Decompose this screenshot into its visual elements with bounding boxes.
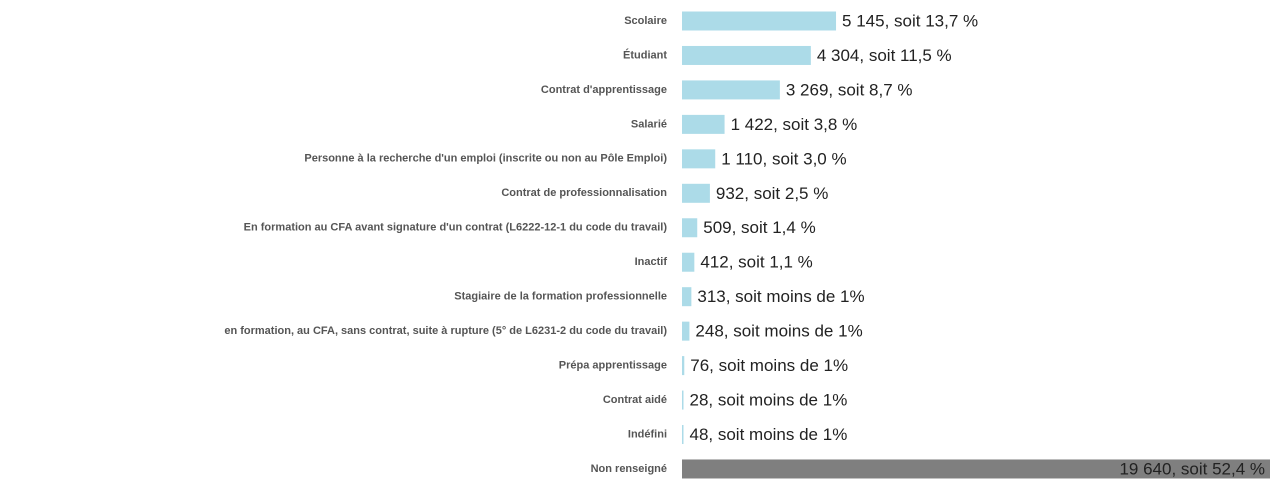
- value-label: 1 110, soit 3,0 %: [721, 149, 846, 168]
- value-label: 19 640, soit 52,4 %: [1119, 459, 1265, 478]
- value-label: 412, soit 1,1 %: [700, 253, 812, 272]
- category-label: En formation au CFA avant signature d'un…: [244, 222, 668, 234]
- category-label: Prépa apprentissage: [559, 360, 667, 372]
- bar: [682, 356, 685, 376]
- bar: [682, 390, 684, 410]
- category-label: Scolaire: [624, 15, 667, 27]
- category-label: Étudiant: [623, 48, 667, 61]
- value-label: 3 269, soit 8,7 %: [786, 80, 913, 99]
- bar: [682, 287, 692, 307]
- category-label: Indéfini: [628, 428, 667, 440]
- category-label: Contrat aidé: [603, 394, 667, 406]
- value-label: 509, soit 1,4 %: [703, 218, 815, 237]
- value-label: 28, soit moins de 1%: [690, 391, 848, 410]
- category-label: Inactif: [635, 256, 668, 268]
- category-label: Salarié: [631, 118, 667, 130]
- bar: [682, 11, 837, 31]
- category-label: en formation, au CFA, sans contrat, suit…: [224, 325, 667, 337]
- category-label: Stagiaire de la formation professionnell…: [454, 291, 667, 303]
- category-label: Contrat d'apprentissage: [541, 84, 667, 96]
- value-label: 76, soit moins de 1%: [690, 356, 848, 375]
- bar: [682, 321, 690, 341]
- bar: [682, 252, 695, 272]
- bar: [682, 45, 811, 65]
- bar: [682, 183, 710, 203]
- bar: [682, 114, 725, 134]
- value-label: 1 422, soit 3,8 %: [731, 115, 858, 134]
- category-label: Non renseigné: [591, 463, 667, 475]
- bar: [682, 425, 684, 445]
- bar: [682, 80, 780, 100]
- category-label: Personne à la recherche d'un emploi (ins…: [304, 153, 667, 165]
- value-label: 48, soit moins de 1%: [690, 425, 848, 444]
- category-label: Contrat de professionnalisation: [501, 187, 667, 199]
- value-label: 248, soit moins de 1%: [695, 322, 862, 341]
- bar: [682, 459, 1270, 479]
- value-label: 5 145, soit 13,7 %: [842, 11, 978, 30]
- bar: [682, 218, 698, 238]
- value-label: 932, soit 2,5 %: [716, 184, 828, 203]
- bar: [682, 149, 716, 169]
- value-label: 4 304, soit 11,5 %: [817, 46, 952, 65]
- value-label: 313, soit moins de 1%: [697, 287, 864, 306]
